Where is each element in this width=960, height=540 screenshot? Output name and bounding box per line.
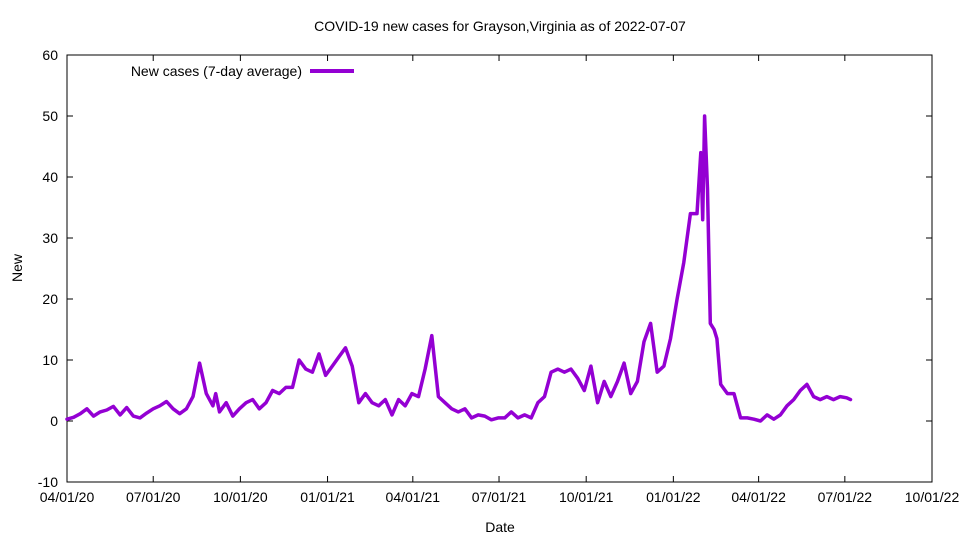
y-tick-label: 0 bbox=[50, 413, 58, 429]
x-tick-label: 04/01/20 bbox=[40, 489, 95, 505]
series-line bbox=[65, 114, 853, 423]
x-tick-label: 10/01/22 bbox=[905, 489, 960, 505]
y-tick-label: 20 bbox=[42, 291, 58, 307]
legend-label: New cases (7-day average) bbox=[131, 63, 302, 79]
y-tick-label: 30 bbox=[42, 230, 58, 246]
y-tick-label: 40 bbox=[42, 169, 58, 185]
x-tick-label: 07/01/22 bbox=[818, 489, 873, 505]
x-tick-label: 01/01/21 bbox=[300, 489, 355, 505]
y-axis-label: New bbox=[9, 253, 25, 282]
x-axis-label: Date bbox=[485, 519, 515, 535]
x-tick-label: 07/01/20 bbox=[126, 489, 181, 505]
x-tick-label: 04/01/21 bbox=[386, 489, 441, 505]
x-tick-label: 07/01/21 bbox=[472, 489, 527, 505]
chart-title: COVID-19 new cases for Grayson,Virginia … bbox=[314, 18, 686, 34]
y-tick-label: 50 bbox=[42, 108, 58, 124]
y-tick-label: 10 bbox=[42, 352, 58, 368]
x-tick-label: 01/01/22 bbox=[646, 489, 701, 505]
legend: New cases (7-day average) bbox=[131, 63, 354, 79]
x-tick-label: 04/01/22 bbox=[731, 489, 786, 505]
x-tick-label: 10/01/21 bbox=[559, 489, 614, 505]
y-tick-label: 60 bbox=[42, 47, 58, 63]
x-tick-label: 10/01/20 bbox=[213, 489, 268, 505]
plot-area: -10 0 10 20 30 40 50 60 04/01/20 07/01/20 10/01/20… bbox=[38, 47, 960, 505]
y-tick-label: -10 bbox=[38, 474, 58, 490]
